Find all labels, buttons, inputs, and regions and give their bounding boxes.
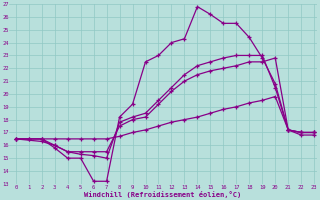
X-axis label: Windchill (Refroidissement éolien,°C): Windchill (Refroidissement éolien,°C) [84, 191, 242, 198]
